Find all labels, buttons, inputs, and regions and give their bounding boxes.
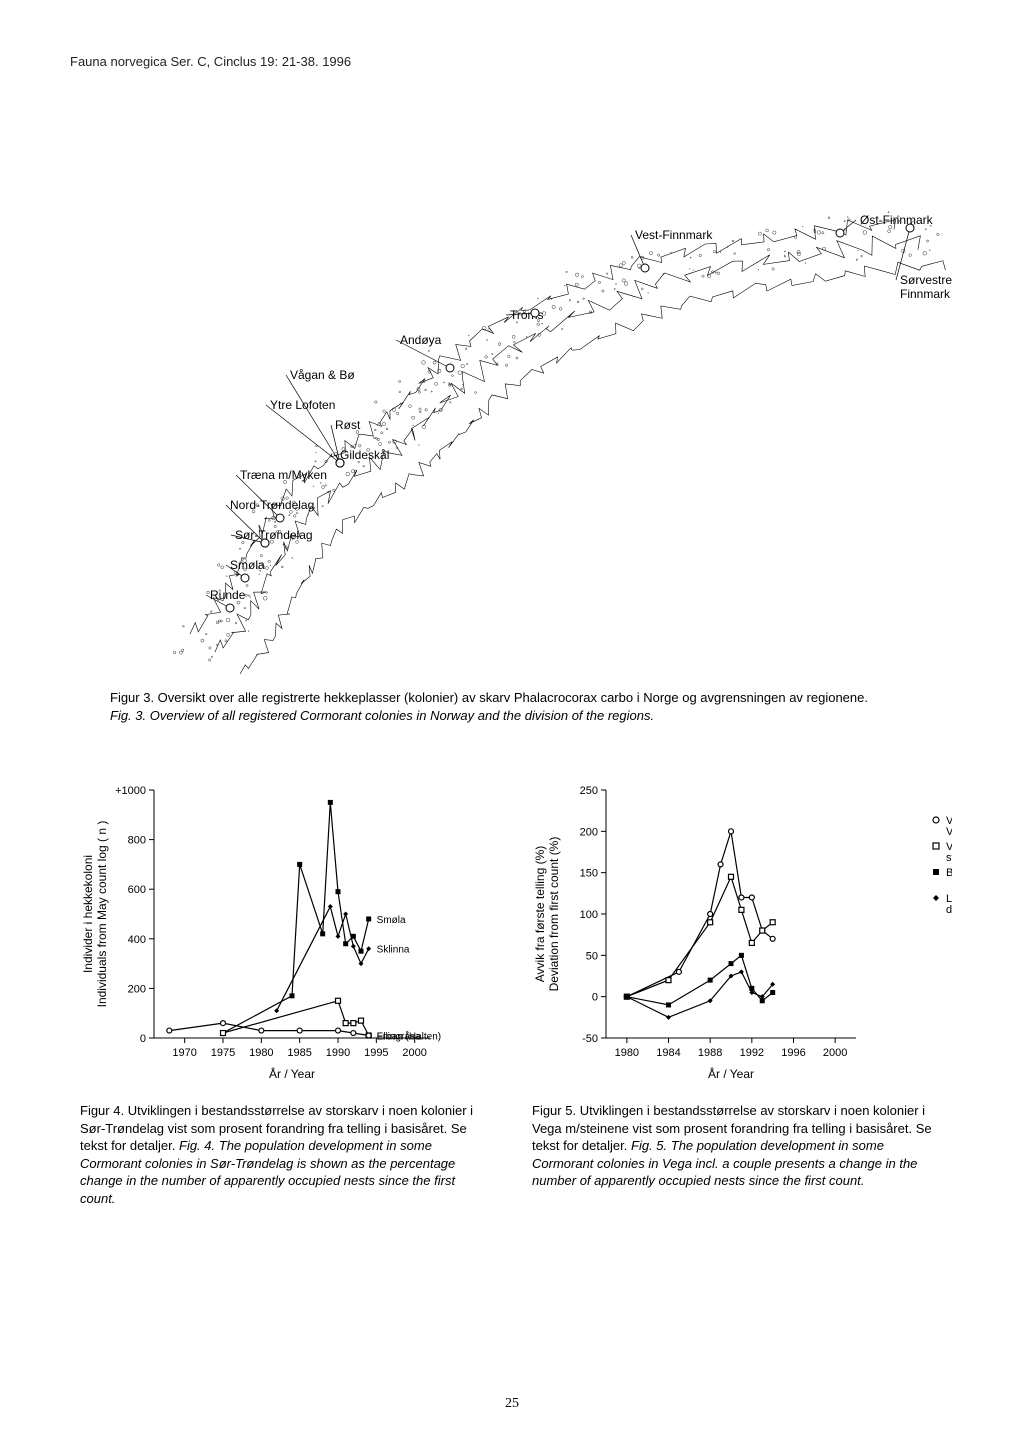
figure-5-caption-en-start: Fig. 5.	[631, 1138, 667, 1153]
svg-text:1984: 1984	[656, 1047, 680, 1059]
svg-text:-50: -50	[582, 1033, 598, 1045]
svg-text:1975: 1975	[211, 1047, 235, 1059]
svg-text:250: 250	[580, 785, 598, 797]
figure-4-caption-en-start: Fig. 4.	[179, 1138, 215, 1153]
svg-text:Avvik fra første telling (%)De: Avvik fra første telling (%)Deviation fr…	[533, 837, 561, 992]
svg-text:1980: 1980	[249, 1047, 273, 1059]
svg-text:Individer i hekkekoloniIndivid: Individer i hekkekoloniIndividuals from …	[81, 821, 109, 1008]
figure-5-chart: -50 0 50 100 150 200 250 1980 1984 1988 1992 1996 20…	[532, 774, 944, 1084]
svg-text:Vega-steinen: Vega-steinen	[946, 841, 952, 864]
svg-text:1970: 1970	[172, 1047, 196, 1059]
svg-text:Smøla: Smøla	[377, 915, 406, 926]
svg-text:800: 800	[128, 835, 146, 847]
figure-3-map: Øst-Finnmark Vest-Finnmark Sørvestre delFi…	[70, 79, 954, 679]
svg-text:År / Year: År / Year	[708, 1066, 754, 1081]
svg-text:1980: 1980	[615, 1047, 639, 1059]
svg-text:Lisøy-dragene: Lisøy-dragene	[946, 893, 952, 916]
figure-5-caption-start: Figur 5.	[532, 1103, 576, 1118]
svg-text:+1000: +1000	[115, 785, 146, 797]
svg-text:Smøla: Smøla	[230, 558, 265, 572]
svg-text:600: 600	[128, 884, 146, 896]
svg-text:1996: 1996	[781, 1047, 805, 1059]
svg-text:Sørvestre delFinnmark: Sørvestre delFinnmark	[900, 273, 954, 301]
svg-text:1990: 1990	[326, 1047, 350, 1059]
svg-text:Andøya: Andøya	[400, 333, 442, 347]
svg-text:1985: 1985	[287, 1047, 311, 1059]
svg-text:400: 400	[128, 934, 146, 946]
figure-4-chart: 0 200 400 600 800 +1000 1970 1975 1980 1985 1990 19…	[80, 774, 492, 1084]
svg-text:0: 0	[140, 1033, 146, 1045]
figure-4-caption: Figur 4. Utviklingen i bestandsstørrelse…	[80, 1102, 492, 1207]
figure-5-caption: Figur 5. Utviklingen i bestandsstørrelse…	[532, 1102, 944, 1190]
svg-text:Froan (Halten): Froan (Halten)	[377, 1032, 441, 1043]
svg-text:Sklinna: Sklinna	[377, 945, 410, 956]
svg-text:1988: 1988	[698, 1047, 722, 1059]
svg-text:150: 150	[580, 868, 598, 880]
svg-text:Nord-Trøndelag: Nord-Trøndelag	[230, 498, 314, 512]
svg-text:Bremstein: Bremstein	[946, 867, 952, 879]
svg-text:Røst: Røst	[335, 418, 361, 432]
svg-text:0: 0	[592, 992, 598, 1004]
figure-4-caption-start: Figur 4.	[80, 1103, 124, 1118]
svg-text:1992: 1992	[740, 1047, 764, 1059]
svg-text:Træna m/Myken: Træna m/Myken	[240, 468, 327, 482]
svg-text:200: 200	[580, 826, 598, 838]
svg-text:Gildeskål: Gildeskål	[340, 448, 389, 462]
svg-text:Sør-Trøndelag: Sør-Trøndelag	[235, 528, 313, 542]
page-number: 25	[0, 1396, 1024, 1412]
svg-text:2000: 2000	[402, 1047, 426, 1059]
svg-text:2000: 2000	[823, 1047, 847, 1059]
svg-text:Ytre Lofoten: Ytre Lofoten	[270, 398, 335, 412]
svg-text:VestreVegaskjær: VestreVegaskjær	[946, 815, 952, 838]
figure-3-caption: Figur 3. Oversikt over alle registrerte …	[110, 689, 914, 724]
svg-text:Vest-Finnmark: Vest-Finnmark	[635, 228, 713, 242]
svg-text:50: 50	[586, 950, 598, 962]
svg-text:1995: 1995	[364, 1047, 388, 1059]
svg-text:År / Year: År / Year	[269, 1066, 315, 1081]
svg-text:Vågan & Bø: Vågan & Bø	[290, 368, 355, 382]
svg-text:200: 200	[128, 983, 146, 995]
svg-text:Øst-Finnmark: Øst-Finnmark	[860, 213, 934, 227]
figure-3-caption-no: Figur 3. Oversikt over alle registrerte …	[110, 690, 868, 705]
page-header: Fauna norvegica Ser. C, Cinclus 19: 21-3…	[70, 54, 954, 69]
svg-text:100: 100	[580, 909, 598, 921]
figure-3-caption-en: Fig. 3. Overview of all registered Cormo…	[110, 708, 654, 723]
